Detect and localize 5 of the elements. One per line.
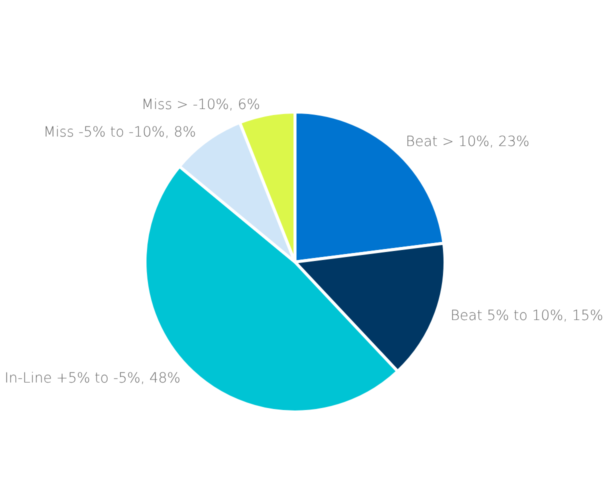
slice-label: Beat 5% to 10%, 15% <box>450 308 604 324</box>
slice-label: In-Line +5% to -5%, 48% <box>4 370 180 387</box>
slice-label: Miss -5% to -10%, 8% <box>43 124 196 141</box>
slice-label: Beat > 10%, 23% <box>406 134 530 150</box>
slice-label: Miss > -10%, 6% <box>142 96 260 113</box>
